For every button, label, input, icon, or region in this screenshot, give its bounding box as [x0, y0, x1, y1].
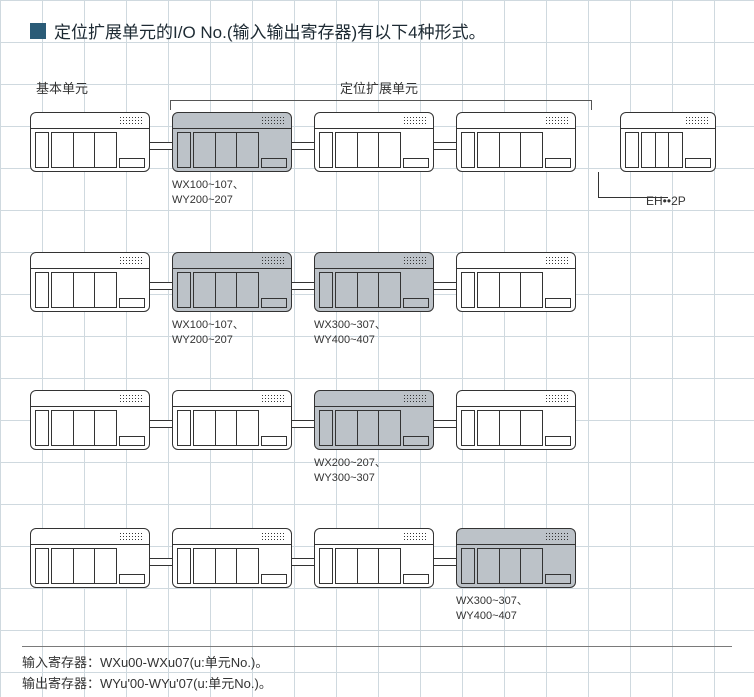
vent-dots-icon [545, 532, 569, 542]
plc-unit [456, 252, 576, 312]
unit-connector [292, 142, 314, 150]
side-connector-line [598, 172, 668, 198]
unit-connector [292, 558, 314, 566]
unit-connector [150, 420, 172, 428]
unit-connector [434, 420, 456, 428]
unit-register-label: WX200~207、 WY300~307 [314, 456, 386, 486]
unit-register-label: WX300~307、 WY400~407 [314, 318, 386, 348]
unit-column: WX300~307、 WY400~407 [314, 252, 434, 348]
side-unit [620, 112, 716, 172]
unit-column [172, 390, 292, 450]
plc-unit [456, 112, 576, 172]
unit-column [314, 528, 434, 588]
footer-output-register: 输出寄存器：WYu'00-WYu'07(u:单元No.)。 [22, 674, 732, 695]
unit-register-label: WX100~107、 WY200~207 [172, 318, 244, 348]
vent-dots-icon [403, 532, 427, 542]
title-square-icon [30, 23, 46, 39]
plc-unit [30, 528, 150, 588]
vent-dots-icon [403, 116, 427, 126]
unit-connector [434, 282, 456, 290]
unit-column [30, 252, 150, 312]
unit-column: WX300~307、 WY400~407 [456, 528, 576, 624]
unit-row: WX200~207、 WY300~307 [30, 390, 576, 486]
vent-dots-icon [403, 394, 427, 404]
unit-column: WX100~107、 WY200~207 [172, 252, 292, 348]
unit-column [30, 390, 150, 450]
plc-unit [456, 390, 576, 450]
vent-dots-icon [119, 394, 143, 404]
unit-register-label: WX100~107、 WY200~207 [172, 178, 244, 208]
unit-column [456, 112, 576, 172]
extension-bracket [170, 96, 592, 110]
positioning-unit [456, 528, 576, 588]
positioning-unit [314, 390, 434, 450]
unit-column [30, 112, 150, 172]
plc-unit [30, 112, 150, 172]
vent-dots-icon [685, 116, 709, 126]
unit-column [456, 252, 576, 312]
unit-column [30, 528, 150, 588]
plc-unit [172, 390, 292, 450]
vent-dots-icon [261, 256, 285, 266]
vent-dots-icon [261, 394, 285, 404]
label-basic-unit: 基本单元 [36, 78, 88, 97]
vent-dots-icon [261, 532, 285, 542]
vent-dots-icon [545, 116, 569, 126]
plc-unit [172, 528, 292, 588]
plc-unit [30, 390, 150, 450]
unit-column [456, 390, 576, 450]
unit-row: WX100~107、 WY200~207 [30, 112, 576, 208]
vent-dots-icon [545, 394, 569, 404]
vent-dots-icon [119, 116, 143, 126]
unit-connector [434, 142, 456, 150]
unit-connector [292, 282, 314, 290]
unit-connector [292, 420, 314, 428]
unit-column: WX200~207、 WY300~307 [314, 390, 434, 486]
plc-unit [30, 252, 150, 312]
unit-row: WX300~307、 WY400~407 [30, 528, 576, 624]
label-extension-unit: 定位扩展单元 [340, 78, 418, 97]
plc-unit [314, 112, 434, 172]
vent-dots-icon [261, 116, 285, 126]
footer: 输入寄存器：WXu00-WXu07(u:单元No.)。 输出寄存器：WYu'00… [22, 646, 732, 695]
plc-unit [314, 528, 434, 588]
unit-column [172, 528, 292, 588]
unit-column: WX100~107、 WY200~207 [172, 112, 292, 208]
title-row: 定位扩展单元的I/O No.(输入输出寄存器)有以下4种形式。 [30, 18, 486, 43]
unit-row: WX100~107、 WY200~207 WX300~307、 WY400~407 [30, 252, 576, 348]
positioning-unit [172, 112, 292, 172]
unit-connector [150, 282, 172, 290]
positioning-unit [314, 252, 434, 312]
unit-connector [150, 142, 172, 150]
unit-connector [150, 558, 172, 566]
vent-dots-icon [119, 256, 143, 266]
vent-dots-icon [403, 256, 427, 266]
unit-connector [434, 558, 456, 566]
page-title: 定位扩展单元的I/O No.(输入输出寄存器)有以下4种形式。 [54, 18, 486, 43]
vent-dots-icon [545, 256, 569, 266]
positioning-unit [172, 252, 292, 312]
unit-column [314, 112, 434, 172]
diagram-page: 定位扩展单元的I/O No.(输入输出寄存器)有以下4种形式。 基本单元 定位扩… [0, 0, 754, 697]
footer-input-register: 输入寄存器：WXu00-WXu07(u:单元No.)。 [22, 653, 732, 674]
vent-dots-icon [119, 532, 143, 542]
unit-register-label: WX300~307、 WY400~407 [456, 594, 528, 624]
